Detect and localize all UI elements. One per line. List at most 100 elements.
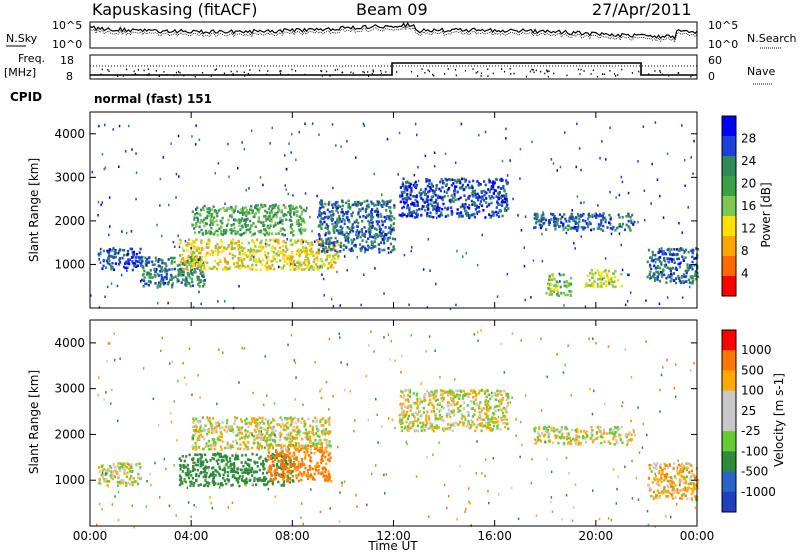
data-cell [310,431,312,434]
data-cell [429,399,431,402]
data-cell [425,178,427,181]
scatter-cell [502,160,504,163]
scatter-cell [332,187,334,190]
data-cell [502,187,504,190]
data-cell [597,227,599,230]
scatter-cell [126,270,128,273]
data-cell [689,266,691,269]
nave-point [244,71,245,73]
scatter-cell [154,263,156,266]
data-cell [250,423,252,426]
data-cell [399,421,401,424]
data-cell [127,462,129,465]
data-cell [487,400,489,403]
data-cell [220,445,222,448]
data-cell [429,212,431,215]
data-cell [492,421,494,424]
data-cell [578,221,580,224]
data-cell [241,249,243,252]
data-cell [143,279,145,282]
scatter-cell [628,274,630,277]
data-cell [301,458,303,461]
nave-point [280,70,281,72]
scatter-cell [659,248,661,251]
scatter-cell [505,128,507,131]
data-cell [202,448,204,451]
data-cell [593,274,595,277]
data-cell [324,439,326,442]
data-cell [257,442,259,445]
data-cell [504,426,506,429]
data-cell [401,412,403,415]
data-cell [117,485,119,488]
data-cell [249,254,251,257]
data-cell [175,275,177,278]
data-cell [436,184,438,187]
data-cell [264,429,266,432]
data-cell [677,275,679,278]
data-cell [444,207,446,210]
data-cell [607,276,609,279]
data-cell [679,263,681,266]
scatter-cell [365,211,367,214]
data-cell [228,425,230,428]
data-cell [333,231,335,234]
data-cell [434,426,436,429]
data-cell [102,469,104,472]
nave-point [231,71,232,73]
data-cell [447,214,449,217]
data-cell [435,194,437,197]
nave-point [385,71,386,73]
scatter-cell [580,169,582,172]
data-cell [416,398,418,401]
data-cell [318,465,320,468]
data-cell [408,209,410,212]
data-cell [553,278,555,281]
data-cell [108,260,110,263]
data-cell [274,457,276,460]
data-cell [406,189,408,192]
data-cell [225,483,227,486]
data-cell [275,477,277,480]
data-cell [192,255,194,258]
scatter-cell [363,274,365,277]
data-cell [182,278,184,281]
data-cell [602,218,604,221]
nave-point [156,70,157,72]
scatter-cell [136,172,138,175]
data-cell [305,428,307,431]
data-cell [266,216,268,219]
data-cell [383,249,385,252]
scatter-cell [461,123,463,126]
data-cell [250,259,252,262]
data-cell [323,250,325,253]
data-cell [502,412,504,415]
data-cell [290,464,292,467]
nave-point [530,71,531,73]
data-cell [193,258,195,261]
data-cell [498,215,500,218]
data-cell [301,417,303,420]
data-cell [401,430,403,433]
data-cell [319,421,321,424]
scatter-cell [435,283,437,286]
scatter-cell [290,263,292,266]
data-cell [217,251,219,254]
data-cell [502,397,504,400]
data-cell [330,237,332,240]
data-cell [329,211,331,214]
data-cell [436,212,438,215]
data-cell [423,411,425,414]
data-cell [298,480,300,483]
scatter-cell [200,303,202,306]
data-cell [283,463,285,466]
data-cell [406,193,408,196]
scatter-cell [599,157,601,160]
data-cell [322,206,324,209]
data-cell [288,456,290,459]
data-cell [193,271,195,274]
scatter-cell [253,256,255,259]
data-cell [260,231,262,234]
data-cell [425,188,427,191]
data-cell [114,475,116,478]
